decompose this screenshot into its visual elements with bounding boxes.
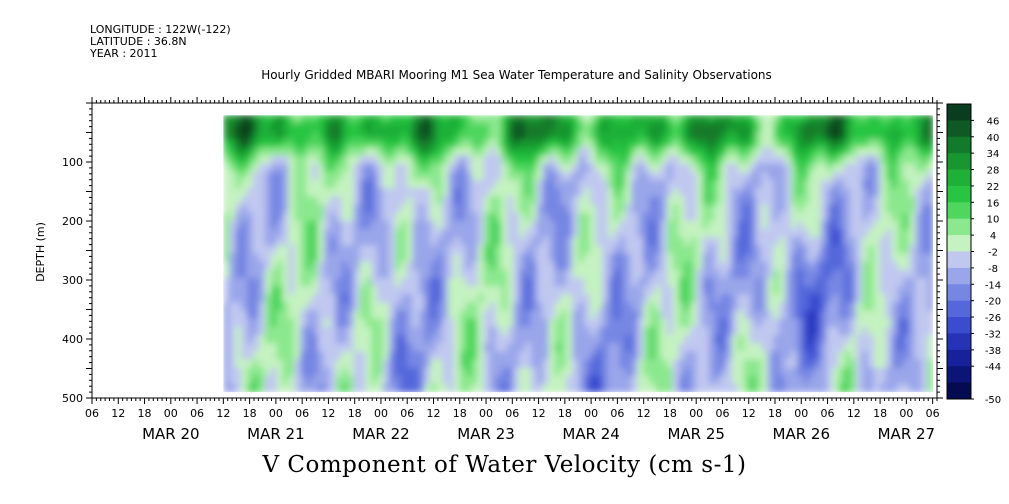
x-tick-label: 06 — [190, 407, 204, 420]
colorbar-label: 10 — [987, 215, 1000, 226]
colorbar-label: 40 — [987, 133, 1000, 144]
year-label: YEAR : 2011 — [90, 47, 158, 60]
colorbar-swatch — [947, 153, 971, 170]
x-tick-label: 00 — [479, 407, 493, 420]
colorbar-label: -32 — [985, 329, 1001, 340]
colorbar-label: 46 — [987, 116, 1000, 127]
colorbar-swatch — [947, 267, 971, 285]
colorbar-swatch — [947, 349, 971, 367]
x-tick-label: 18 — [138, 407, 152, 420]
x-tick-label: 00 — [164, 407, 178, 420]
x-tick-label: 00 — [374, 407, 388, 420]
colorbar-label: 4 — [990, 231, 996, 242]
colorbar-label: -26 — [985, 313, 1001, 324]
x-axis: 06 12 18 00 06 12 18 00 06 12 18 00 06 12 18 00 06 12 18 00… — [85, 97, 940, 443]
x-tick-label: 12 — [637, 407, 651, 420]
x-tick-label: 06 — [610, 407, 624, 420]
x-tick-label: 12 — [111, 407, 125, 420]
x-tick-label: 06 — [821, 407, 835, 420]
x-day-label: MAR 25 — [667, 425, 724, 443]
x-day-label: MAR 24 — [562, 425, 619, 443]
colorbar-swatch — [947, 382, 971, 400]
colorbar-swatch — [947, 218, 971, 236]
colorbar-swatch — [947, 300, 971, 318]
x-tick-label: 12 — [532, 407, 546, 420]
colorbar-label: -44 — [985, 362, 1001, 373]
colorbar-swatch — [947, 202, 971, 220]
y-tick-label: 400 — [62, 333, 83, 346]
x-tick-label: 12 — [847, 407, 861, 420]
colorbar-swatch — [947, 235, 971, 252]
x-tick-label: 18 — [453, 407, 467, 420]
x-tick-label: 00 — [899, 407, 913, 420]
colorbar-swatch — [947, 185, 971, 203]
x-tick-label: 18 — [558, 407, 572, 420]
x-tick-label: 06 — [295, 407, 309, 420]
y-axis-title: DEPTH (m) — [34, 222, 47, 282]
colorbar-label: -14 — [985, 280, 1001, 291]
x-tick-label: 00 — [269, 407, 283, 420]
y-tick-label: 300 — [62, 274, 83, 287]
colorbar-label: -8 — [988, 264, 998, 275]
colorbar-swatch — [947, 366, 971, 384]
colorbar-label: -38 — [985, 346, 1001, 357]
chart-title: Hourly Gridded MBARI Mooring M1 Sea Wate… — [261, 68, 772, 82]
colorbar-label: -50 — [985, 395, 1001, 406]
colorbar-label: 34 — [987, 149, 1000, 160]
x-tick-label: 06 — [85, 407, 99, 420]
x-tick-label: 00 — [584, 407, 598, 420]
colorbar-swatch — [947, 251, 971, 269]
x-tick-label: 12 — [321, 407, 335, 420]
x-tick-label: 12 — [742, 407, 756, 420]
variable-label: V Component of Water Velocity (cm s-1) — [262, 452, 747, 478]
x-day-label: MAR 21 — [247, 425, 304, 443]
x-tick-label: 18 — [348, 407, 362, 420]
x-tick-label: 06 — [505, 407, 519, 420]
x-tick-label: 18 — [873, 407, 887, 420]
colorbar-label: 28 — [987, 166, 1000, 177]
colorbar-label: 22 — [987, 182, 1000, 193]
x-day-label: MAR 20 — [142, 425, 199, 443]
longitude-label: LONGITUDE : 122W(-122) — [90, 23, 231, 36]
heatmap-field — [223, 114, 934, 393]
x-tick-label: 18 — [768, 407, 782, 420]
colorbar-swatch — [947, 120, 971, 138]
x-tick-label: 00 — [794, 407, 808, 420]
colorbar-swatch — [947, 169, 971, 187]
latitude-label: LATITUDE : 36.8N — [90, 35, 187, 48]
x-day-label: MAR 23 — [457, 425, 514, 443]
colorbar-legend: 46 40 34 28 22 16 10 4 -2 -8 -14 -20 -26 -32 -38 -44 -50 — [946, 103, 1001, 406]
x-day-label: MAR 27 — [878, 425, 935, 443]
x-tick-label: 12 — [427, 407, 441, 420]
x-tick-label: 06 — [715, 407, 729, 420]
colorbar-swatch — [947, 104, 971, 121]
x-day-label: MAR 22 — [352, 425, 409, 443]
y-tick-label: 100 — [62, 156, 83, 169]
missing-data-masks — [92, 103, 937, 398]
x-tick-label: 00 — [689, 407, 703, 420]
y-tick-label: 200 — [62, 215, 83, 228]
colorbar-label: 16 — [987, 198, 1000, 209]
colorbar-label: -2 — [988, 248, 998, 259]
x-tick-label: 18 — [243, 407, 257, 420]
x-tick-label: 06 — [926, 407, 940, 420]
x-day-label: MAR 26 — [773, 425, 830, 443]
colorbar-swatch — [947, 333, 971, 351]
x-tick-label: 06 — [400, 407, 414, 420]
y-tick-label: 500 — [62, 392, 83, 405]
x-tick-label: 18 — [663, 407, 677, 420]
colorbar-label: -20 — [985, 297, 1001, 308]
y-axis: 100 200 300 400 500 — [62, 102, 943, 405]
x-tick-label: 12 — [216, 407, 230, 420]
colorbar-swatch — [947, 317, 971, 334]
colorbar-swatch — [947, 284, 971, 302]
colorbar-swatch — [947, 136, 971, 154]
